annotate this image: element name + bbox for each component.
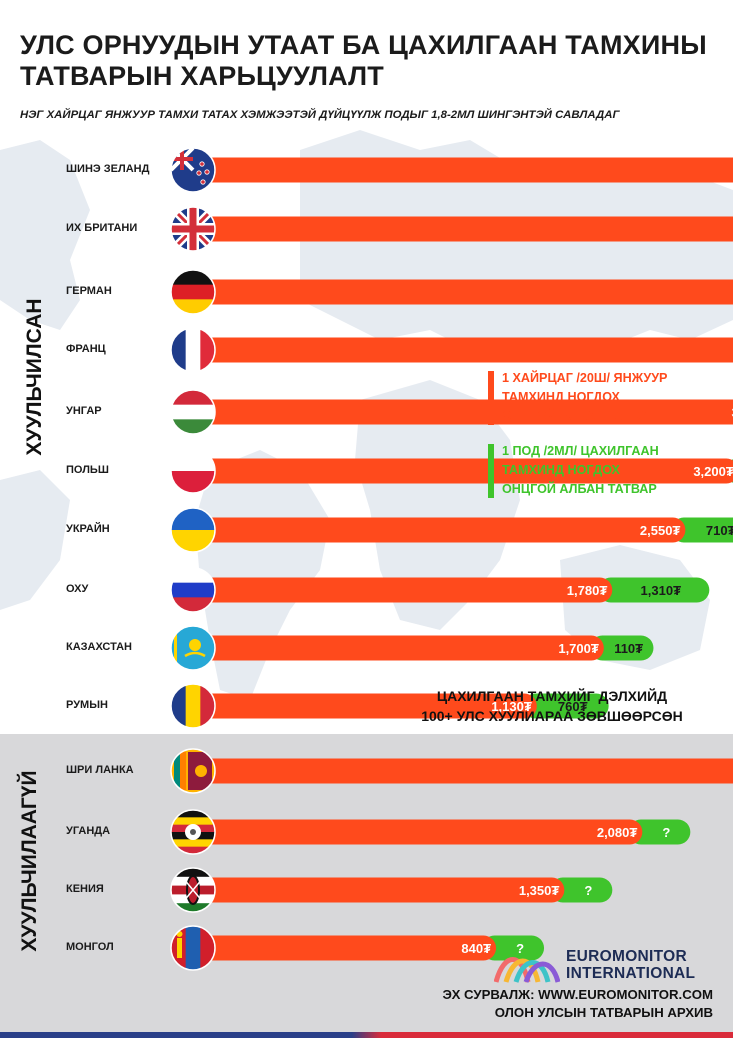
label-ecig-12: ? xyxy=(584,883,592,898)
label-ecig-9: 760₮ xyxy=(558,699,588,714)
euromonitor-logo: EUROMONITOR INTERNATIONAL xyxy=(493,948,716,984)
logo-text: EUROMONITOR INTERNATIONAL xyxy=(566,948,695,982)
bar-ecig-12 xyxy=(550,877,613,903)
label-cigarette-8: 1,700₮ xyxy=(558,641,599,656)
bar-cigarette-9 xyxy=(196,693,537,719)
label-cigarette-13: 840₮ xyxy=(461,941,491,956)
legend-ecig: 1 ПОД /2МЛ/ ЦАХИЛГААН ТАМХИНД НОГДОХ ОНЦ… xyxy=(488,442,728,499)
title-line-1: УЛС ОРНУУДЫН УТААТ БА ЦАХИЛГААН ТАМХИНЫ xyxy=(20,30,707,60)
label-cigarette-7: 1,780₮ xyxy=(567,583,608,598)
flag-poland-icon xyxy=(171,449,215,493)
footer-stripe xyxy=(0,1032,733,1038)
country-label-0: ШИНЭ ЗЕЛАНД xyxy=(66,163,150,175)
country-label-9: РУМЫН xyxy=(66,699,108,711)
note-line-2: 100+ УЛС ХУУЛИАРАА ЗӨВШӨӨРСӨН xyxy=(421,708,683,724)
bar-cigarette-11 xyxy=(196,819,643,845)
label-ecig-6: 710₮ xyxy=(706,523,733,538)
bar-cigarette-4 xyxy=(196,399,733,425)
legend-cigarette-line-2: ТАМХИНД НОГДОХ xyxy=(502,390,620,404)
legend-ecig-line-2: ТАМХИНД НОГДОХ xyxy=(502,463,620,477)
country-label-7: ОХУ xyxy=(66,583,89,595)
country-label-13: МОНГОЛ xyxy=(66,941,114,953)
page-title: УЛС ОРНУУДЫН УТААТ БА ЦАХИЛГААН ТАМХИНЫ … xyxy=(20,30,720,92)
bar-cigarette-0 xyxy=(196,157,733,183)
legend-cigarette-swatch xyxy=(488,371,494,425)
legend-ecig-line-3: ОНЦГОЙ АЛБАН ТАТВАР xyxy=(502,482,657,496)
legend-cigarette-line-3: ОНЦГОЙ АЛБАН ТАТВАР xyxy=(502,409,657,423)
bar-cigarette-8 xyxy=(196,635,604,661)
country-label-4: УНГАР xyxy=(66,405,102,417)
logo-rainbow-icon xyxy=(493,957,561,983)
legend-cigarette-line-1: 1 ХАЙРЦАГ /20Ш/ ЯНЖУУР xyxy=(502,371,668,385)
flag-kenya-icon xyxy=(171,868,215,912)
label-ecig-7: 1,310₮ xyxy=(641,583,682,598)
bar-cigarette-1 xyxy=(196,216,733,242)
bar-cigarette-6 xyxy=(196,517,686,543)
bar-cigarette-12 xyxy=(196,877,565,903)
label-cigarette-11: 2,080₮ xyxy=(597,825,638,840)
bar-ecig-6 xyxy=(671,517,733,543)
label-ecig-8: 110₮ xyxy=(614,641,643,656)
bar-cigarette-10 xyxy=(196,758,733,784)
source-line-2: ОЛОН УЛСЫН ТАТВАРЫН АРХИВ xyxy=(494,1005,713,1020)
flag-kazakhstan-icon xyxy=(171,626,215,670)
note-line-1: ЦАХИЛГААН ТАМХИЙГ ДЭЛХИЙД xyxy=(436,688,668,704)
country-label-8: КАЗАХСТАН xyxy=(66,641,132,653)
legalization-note: ЦАХИЛГААН ТАМХИЙГ ДЭЛХИЙД 100+ УЛС ХУУЛИ… xyxy=(392,686,712,726)
legend: 1 ХАЙРЦАГ /20Ш/ ЯНЖУУР ТАМХИНД НОГДОХ ОН… xyxy=(488,369,728,499)
label-cigarette-12: 1,350₮ xyxy=(519,883,560,898)
flag-sri-lanka-icon xyxy=(171,749,215,793)
country-label-5: ПОЛЬШ xyxy=(66,464,109,476)
country-label-1: ИХ БРИТАНИ xyxy=(66,222,138,234)
label-cigarette-6: 2,550₮ xyxy=(640,523,681,538)
source-line-1: ЭХ СУРВАЛЖ: WWW.EUROMONITOR.COM xyxy=(442,987,713,1002)
label-ecig-13: ? xyxy=(516,941,524,956)
flag-ukraine-icon xyxy=(171,508,215,552)
source-credit: ЭХ СУРВАЛЖ: WWW.EUROMONITOR.COM ОЛОН УЛС… xyxy=(443,986,713,1022)
bar-cigarette-5 xyxy=(196,458,733,484)
bar-ecig-13 xyxy=(482,935,545,961)
subtitle: НЭГ ХАЙРЦАГ ЯНЖУУР ТАМХИ ТАТАХ ХЭМЖЭЭТЭЙ… xyxy=(20,109,620,121)
legend-ecig-line-1: 1 ПОД /2МЛ/ ЦАХИЛГААН xyxy=(502,444,659,458)
flag-uk-icon xyxy=(171,207,215,251)
legend-cigarette: 1 ХАЙРЦАГ /20Ш/ ЯНЖУУР ТАМХИНД НОГДОХ ОН… xyxy=(488,369,728,426)
bar-cigarette-7 xyxy=(196,577,613,603)
bar-ecig-9 xyxy=(522,693,609,719)
bar-cigarette-3 xyxy=(196,337,733,363)
bar-cigarette-2 xyxy=(196,279,733,305)
country-label-11: УГАНДА xyxy=(66,825,111,837)
legend-ecig-swatch xyxy=(488,444,494,498)
label-cigarette-9: 1,130₮ xyxy=(491,699,532,714)
label-cigarette-5: 3,200₮ xyxy=(693,464,733,479)
logo-text-line-2: INTERNATIONAL xyxy=(566,965,696,982)
bar-cigarette-13 xyxy=(196,935,497,961)
country-label-3: ФРАНЦ xyxy=(66,343,106,355)
country-label-10: ШРИ ЛАНКА xyxy=(66,764,134,776)
country-label-12: КЕНИЯ xyxy=(66,883,104,895)
label-ecig-11: ? xyxy=(662,825,670,840)
label-cigarette-4: 3,710₮ xyxy=(732,405,733,420)
title-line-2: ТАТВАРЫН ХАРЬЦУУЛАЛТ xyxy=(20,61,384,91)
country-label-6: УКРАЙН xyxy=(66,523,110,535)
bar-ecig-7 xyxy=(598,577,710,603)
flag-uganda-icon xyxy=(171,810,215,854)
bar-ecig-11 xyxy=(628,819,691,845)
logo-text-line-1: EUROMONITOR xyxy=(566,948,687,965)
country-label-2: ГЕРМАН xyxy=(66,285,112,297)
bar-ecig-8 xyxy=(589,635,654,661)
